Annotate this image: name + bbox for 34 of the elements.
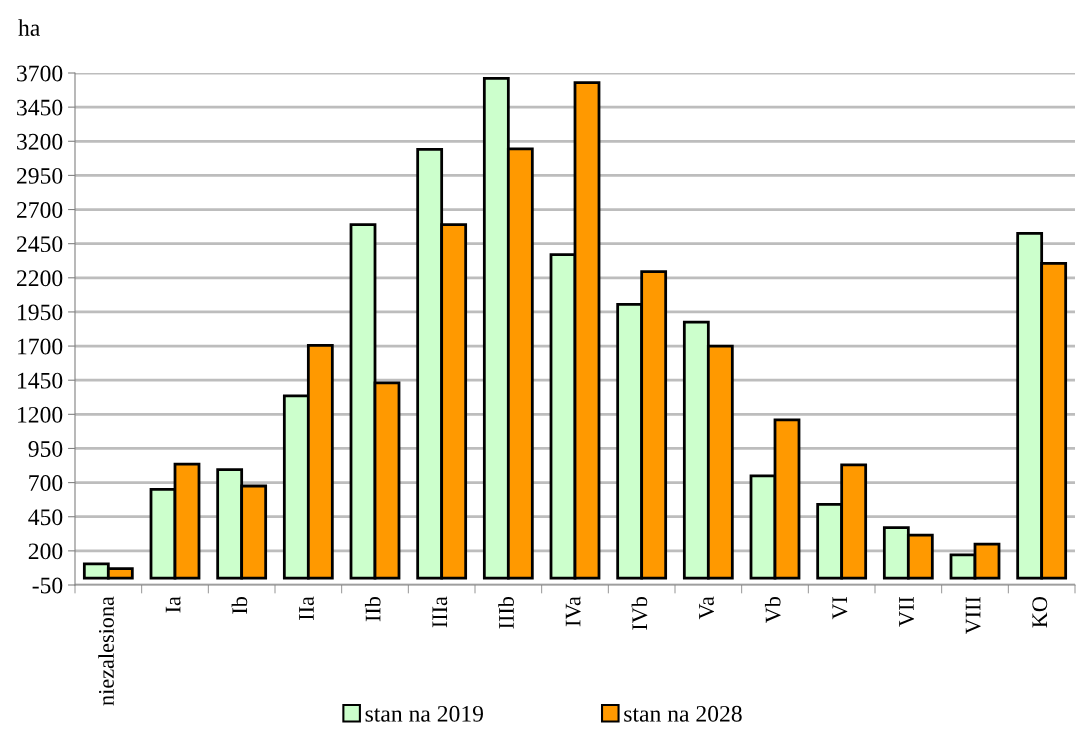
y-tick-label: 200 [28,543,63,560]
y-tick-label: 700 [29,475,63,492]
x-tick-label: Ib [231,596,248,614]
y-tick-label: 2200 [17,270,63,287]
legend-label: stan na 2019 [365,705,483,722]
x-tick-label: IIb [364,596,381,622]
x-tick-label: Ia [165,596,181,613]
y-tick-label: 2450 [17,236,63,253]
y-tick-label: 2700 [17,202,63,218]
x-tick-label: IIa [299,596,314,620]
x-tick-label: Va [699,596,715,620]
x-tick-label: IIIa [432,596,448,628]
y-tick-label: 1700 [18,338,63,355]
y-tick-label: 1950 [18,304,63,321]
y-tick-label: 3450 [17,99,63,116]
y-tick-label: 950 [28,440,63,457]
y-tick-label: 3700 [17,65,63,82]
x-tick-label: niezalesiona [98,596,114,706]
y-tick-label: 450 [28,509,63,526]
x-tick-label: VII [899,596,915,627]
legend-label: stan na 2028 [624,705,742,722]
y-tick-label: 1200 [18,406,63,423]
x-tick-label: IVb [631,596,648,630]
x-tick-label: VIII [965,596,981,635]
x-tick-label: IIIb [498,596,514,629]
y-tick-label: 3200 [17,133,63,150]
x-tick-label: VI [832,596,848,620]
y-tick-label: 1450 [18,372,63,389]
x-tick-label: KO [1032,597,1048,628]
y-tick-label: 2950 [17,167,63,184]
x-tick-label: IVa [565,596,581,627]
x-tick-label: Vb [764,596,781,624]
y-tick-label: -50 [32,577,63,594]
y-axis-title: ha [18,19,40,36]
